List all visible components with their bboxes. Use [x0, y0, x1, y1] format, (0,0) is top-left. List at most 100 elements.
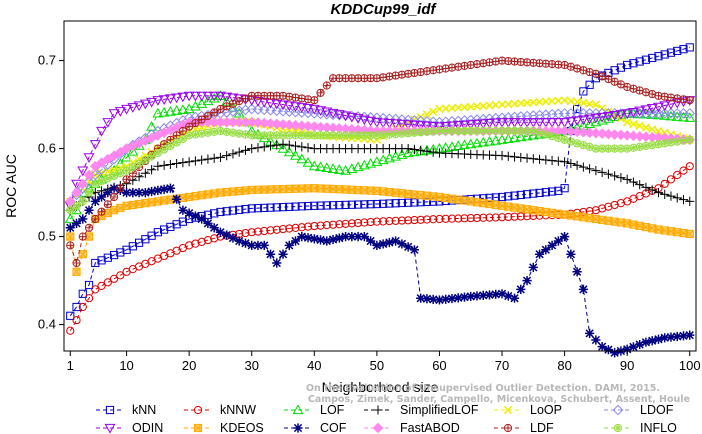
data-point [591, 335, 601, 345]
data-point [447, 214, 457, 223]
data-point [616, 199, 626, 208]
data-point [686, 96, 694, 104]
data-point [134, 172, 144, 182]
data-point [635, 180, 645, 190]
data-point [365, 157, 377, 168]
data-point [91, 258, 100, 268]
data-point [171, 105, 183, 115]
data-point [509, 118, 520, 128]
data-point [610, 348, 620, 358]
x-tick-label: 1 [67, 358, 74, 373]
data-point [109, 250, 119, 260]
data-point [660, 50, 669, 59]
data-point [472, 213, 482, 223]
data-point [135, 159, 143, 168]
data-point [509, 152, 520, 162]
data-point [121, 104, 133, 115]
data-point [641, 337, 651, 347]
data-point [323, 131, 331, 139]
plot-frame [63, 20, 697, 352]
data-point [352, 161, 364, 172]
data-point [353, 200, 363, 209]
data-point [323, 81, 331, 90]
data-point [241, 228, 250, 238]
data-point [172, 220, 181, 229]
data-point [634, 106, 646, 117]
data-point [416, 145, 426, 155]
data-point [590, 113, 602, 124]
data-point [360, 218, 369, 227]
data-point [89, 140, 101, 150]
data-point [566, 158, 576, 169]
data-point [447, 293, 457, 304]
data-point [97, 281, 106, 290]
data-point [190, 156, 201, 166]
data-point [203, 236, 213, 245]
data-point [679, 137, 688, 145]
data-point [283, 101, 295, 112]
data-point [97, 177, 106, 185]
data-point [272, 258, 282, 268]
data-point [547, 155, 557, 166]
data-point [240, 238, 251, 248]
data-point [203, 218, 213, 228]
data-point [191, 119, 200, 127]
data-point [460, 127, 469, 135]
data-point [647, 185, 657, 195]
data-point [503, 151, 513, 161]
data-point [534, 249, 545, 259]
data-point [591, 206, 600, 215]
data-point [353, 232, 363, 242]
data-point [446, 121, 458, 132]
data-point [547, 240, 557, 250]
data-point [609, 111, 621, 121]
data-point [498, 127, 506, 135]
data-point [403, 144, 413, 154]
data-point [71, 218, 82, 228]
data-point [152, 107, 164, 118]
data-point [333, 164, 345, 174]
data-point [103, 188, 113, 198]
data-point [528, 154, 538, 164]
data-point [104, 200, 112, 208]
x-axis-label: Neighborhood size [322, 379, 439, 395]
data-point [84, 280, 94, 290]
data-point [460, 214, 469, 223]
data-point [648, 53, 657, 63]
data-point [408, 120, 420, 131]
data-point [327, 108, 339, 119]
data-point [635, 339, 645, 350]
data-point [303, 233, 313, 243]
data-point [334, 233, 344, 243]
legend-item-inflo: INFLO [604, 421, 677, 434]
data-point [291, 202, 300, 211]
data-point [360, 200, 369, 209]
data-point [598, 72, 606, 81]
data-point [272, 140, 282, 150]
data-point [491, 213, 500, 222]
data-point [428, 294, 438, 304]
data-point [678, 111, 689, 122]
data-point [567, 63, 575, 71]
data-point [90, 196, 100, 206]
data-point [134, 188, 144, 198]
data-point [116, 248, 125, 257]
data-point [141, 156, 149, 164]
data-point [685, 162, 694, 171]
data-point [72, 316, 81, 325]
data-point [72, 259, 81, 267]
data-point [497, 213, 507, 222]
data-point [509, 293, 520, 303]
data-point [347, 200, 356, 209]
data-point [629, 119, 638, 129]
data-point [598, 145, 606, 153]
data-point [408, 146, 420, 157]
data-point [166, 142, 174, 150]
legend-label: kNN [132, 403, 156, 417]
data-point [516, 190, 525, 200]
data-point [316, 201, 325, 210]
data-point [452, 121, 464, 131]
data-point [559, 118, 571, 128]
data-point [459, 120, 470, 131]
data-point [423, 128, 431, 136]
